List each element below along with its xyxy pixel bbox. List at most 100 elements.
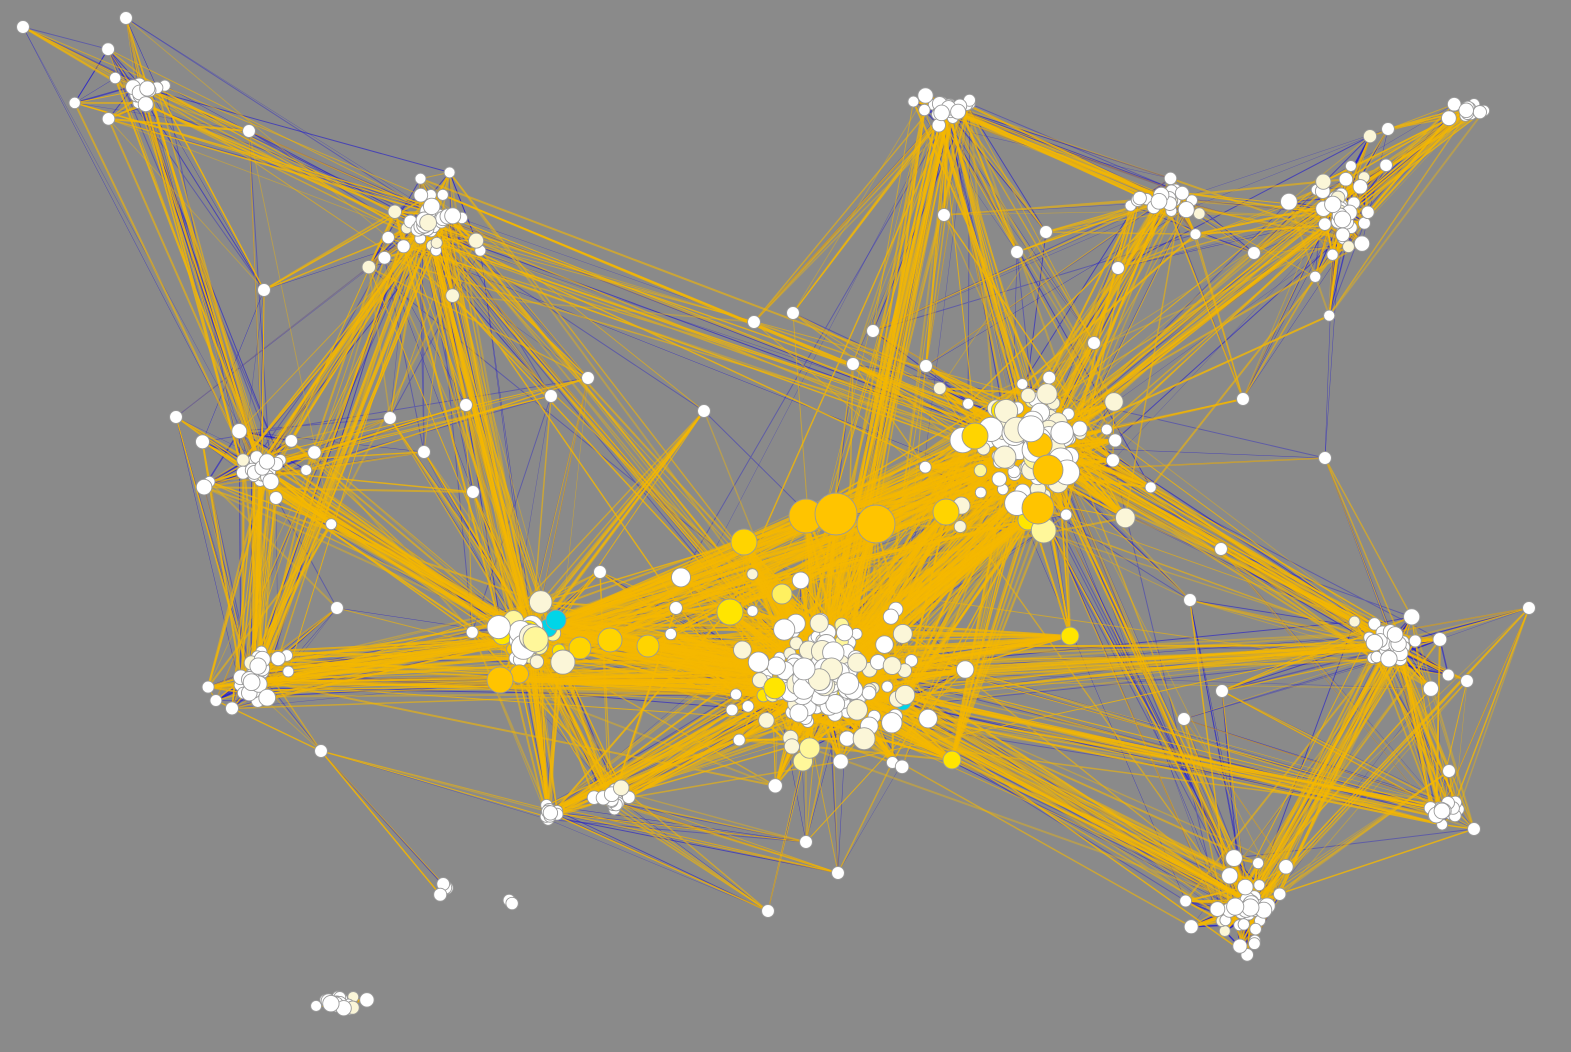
graph-node[interactable] — [1348, 615, 1361, 628]
graph-node[interactable] — [1379, 158, 1393, 173]
graph-node[interactable] — [430, 236, 443, 249]
graph-node[interactable] — [581, 371, 595, 385]
graph-node[interactable] — [1441, 110, 1457, 127]
graph-node[interactable] — [1017, 415, 1045, 443]
graph-node[interactable] — [1253, 879, 1266, 892]
graph-node[interactable] — [767, 778, 783, 794]
graph-node[interactable] — [1214, 542, 1228, 556]
graph-node[interactable] — [231, 423, 248, 440]
graph-node[interactable] — [825, 694, 846, 714]
graph-node[interactable] — [918, 103, 931, 117]
graph-node[interactable] — [284, 434, 299, 448]
graph-node[interactable] — [1458, 102, 1474, 119]
graph-node[interactable] — [466, 485, 480, 499]
graph-node[interactable] — [1326, 248, 1339, 261]
graph-node[interactable] — [725, 703, 739, 717]
graph-node[interactable] — [1273, 887, 1287, 901]
graph-node[interactable] — [991, 471, 1007, 487]
graph-node[interactable] — [486, 666, 514, 694]
graph-node[interactable] — [383, 411, 397, 425]
graph-node[interactable] — [314, 744, 328, 758]
graph-node[interactable] — [747, 651, 770, 673]
graph-node[interactable] — [119, 11, 133, 25]
graph-node[interactable] — [1087, 336, 1101, 350]
graph-node[interactable] — [201, 680, 215, 694]
graph-node[interactable] — [1315, 173, 1332, 190]
graph-node[interactable] — [1248, 937, 1261, 950]
graph-node[interactable] — [1352, 179, 1368, 195]
graph-node[interactable] — [505, 896, 519, 911]
graph-node[interactable] — [1232, 938, 1248, 954]
graph-node[interactable] — [387, 204, 402, 219]
graph-node[interactable] — [1177, 712, 1191, 726]
graph-node[interactable] — [16, 20, 30, 34]
graph-node[interactable] — [1380, 650, 1398, 668]
graph-node[interactable] — [359, 992, 375, 1008]
graph-node[interactable] — [792, 657, 816, 681]
graph-node[interactable] — [1433, 802, 1451, 820]
graph-node[interactable] — [1365, 633, 1384, 652]
graph-node[interactable] — [933, 381, 947, 396]
graph-node[interactable] — [1021, 491, 1055, 525]
graph-node[interactable] — [1422, 680, 1439, 697]
graph-node[interactable] — [597, 627, 623, 653]
graph-node[interactable] — [542, 805, 559, 821]
graph-node[interactable] — [799, 835, 813, 849]
graph-node[interactable] — [486, 615, 511, 640]
graph-node[interactable] — [262, 473, 280, 490]
graph-node[interactable] — [766, 656, 786, 676]
graph-node[interactable] — [1071, 420, 1088, 437]
graph-node[interactable] — [1036, 383, 1058, 405]
graph-node[interactable] — [1381, 122, 1395, 136]
graph-node[interactable] — [1442, 764, 1456, 778]
graph-node[interactable] — [1183, 593, 1197, 607]
graph-node[interactable] — [325, 518, 338, 531]
graph-node[interactable] — [1189, 228, 1202, 241]
graph-node[interactable] — [270, 651, 286, 667]
graph-node[interactable] — [1177, 201, 1195, 219]
graph-node[interactable] — [1333, 210, 1352, 229]
graph-node[interactable] — [1225, 849, 1243, 867]
graph-node[interactable] — [907, 95, 920, 108]
graph-node[interactable] — [101, 42, 115, 57]
graph-node[interactable] — [550, 649, 576, 675]
graph-node[interactable] — [1353, 235, 1371, 252]
graph-node[interactable] — [773, 618, 796, 641]
graph-node[interactable] — [307, 445, 322, 460]
graph-node[interactable] — [1467, 822, 1481, 836]
graph-node[interactable] — [636, 634, 660, 658]
graph-node[interactable] — [1522, 601, 1536, 615]
graph-node[interactable] — [917, 87, 934, 104]
graph-node[interactable] — [1324, 195, 1342, 214]
graph-node[interactable] — [904, 654, 919, 668]
graph-node[interactable] — [443, 166, 456, 179]
graph-node[interactable] — [522, 626, 549, 653]
graph-node[interactable] — [413, 187, 429, 203]
graph-node[interactable] — [1150, 192, 1168, 210]
graph-node[interactable] — [847, 652, 868, 673]
graph-node[interactable] — [1278, 859, 1294, 875]
graph-node[interactable] — [195, 478, 213, 496]
graph-node[interactable] — [1472, 105, 1487, 120]
graph-node[interactable] — [809, 613, 829, 633]
graph-node[interactable] — [1386, 626, 1404, 643]
graph-node[interactable] — [1247, 246, 1261, 260]
graph-node[interactable] — [789, 703, 809, 723]
graph-node[interactable] — [1361, 205, 1375, 220]
graph-node[interactable] — [101, 112, 116, 126]
graph-node[interactable] — [593, 565, 607, 579]
graph-node[interactable] — [1403, 608, 1421, 626]
graph-node[interactable] — [445, 288, 460, 303]
graph-node[interactable] — [892, 623, 913, 644]
graph-node[interactable] — [1408, 634, 1422, 648]
graph-node[interactable] — [733, 640, 752, 660]
graph-node[interactable] — [861, 685, 877, 701]
graph-node[interactable] — [669, 601, 683, 615]
graph-node[interactable] — [417, 445, 431, 459]
graph-node[interactable] — [377, 250, 392, 265]
graph-node[interactable] — [1105, 453, 1120, 468]
graph-node[interactable] — [1174, 185, 1190, 201]
graph-node[interactable] — [1344, 160, 1357, 173]
graph-node[interactable] — [361, 259, 376, 275]
graph-node[interactable] — [894, 684, 916, 706]
